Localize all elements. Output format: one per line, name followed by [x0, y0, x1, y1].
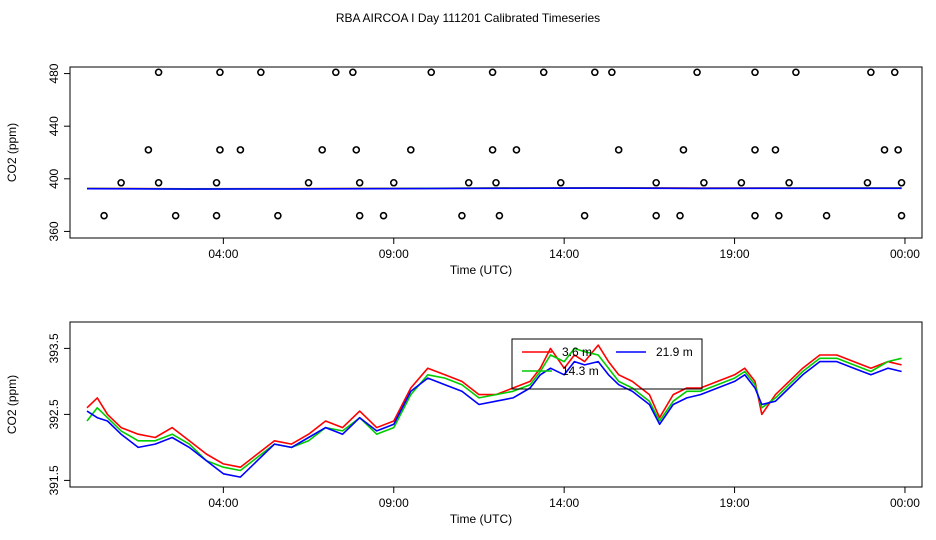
x-axis-label: Time (UTC) — [450, 263, 512, 277]
legend-label: 3.6 m — [562, 345, 592, 359]
plot-frame — [69, 66, 923, 239]
data-point — [580, 211, 589, 220]
data-point — [822, 211, 831, 220]
series-line-3-6-m — [86, 344, 902, 468]
legend-box — [511, 338, 703, 390]
data-point — [154, 68, 163, 77]
data-point — [751, 146, 759, 154]
data-point — [212, 211, 221, 220]
y-tick-label: 392.5 — [47, 399, 61, 429]
data-point — [751, 68, 759, 77]
data-point — [556, 178, 565, 187]
x-tick-label: 19:00 — [720, 496, 750, 510]
data-point — [737, 178, 746, 187]
data-point — [144, 146, 153, 154]
data-point — [154, 178, 163, 187]
data-point — [700, 178, 708, 187]
y-tick-label: 391.5 — [47, 465, 61, 495]
data-point — [406, 146, 415, 154]
data-point — [216, 146, 224, 154]
x-tick-label: 14:00 — [549, 247, 579, 261]
data-point — [379, 211, 388, 220]
data-point — [212, 178, 221, 187]
data-point — [897, 178, 906, 187]
series-line-2 — [86, 187, 902, 190]
data-point — [792, 68, 800, 77]
data-point — [676, 211, 684, 220]
x-tick-label: 04:00 — [208, 247, 238, 261]
legend-label: 21.9 m — [656, 345, 693, 359]
x-tick-label: 14:00 — [549, 496, 579, 510]
data-point — [171, 211, 180, 220]
data-point — [488, 146, 497, 154]
lower-timeseries-panel: 04:00 09:00 14:00 19:00 00:00 Time (UTC) 391.5… — [5, 321, 923, 526]
data-point — [775, 211, 783, 220]
y-axis-label: CO2 (ppm) — [5, 123, 19, 182]
data-point — [355, 211, 364, 220]
x-axis-label: Time (UTC) — [450, 512, 512, 526]
figure-title: RBA AIRCOA I Day 111201 Calibrated Times… — [336, 11, 600, 25]
y-tick-label: 440 — [47, 116, 61, 136]
x-tick-label: 00:00 — [890, 247, 920, 261]
data-point — [771, 146, 780, 154]
data-point — [867, 68, 875, 77]
data-point — [216, 68, 224, 77]
data-point — [693, 68, 701, 77]
data-point — [464, 178, 473, 187]
data-point — [539, 68, 548, 77]
x-tick-label: 19:00 — [720, 247, 750, 261]
data-point — [614, 146, 623, 154]
data-point — [679, 146, 688, 154]
data-point — [274, 211, 282, 220]
data-point — [894, 146, 902, 154]
data-point — [458, 211, 466, 220]
data-point — [495, 211, 504, 220]
y-tick-label: 393.5 — [47, 333, 61, 363]
y-tick-label: 360 — [47, 221, 61, 241]
data-point — [332, 68, 340, 77]
legend-label: 14.3 m — [562, 364, 599, 378]
data-point — [355, 178, 364, 187]
data-point — [349, 68, 357, 77]
upper-timeseries-panel: 04:00 09:00 14:00 19:00 00:00 Time (UTC) 360 40… — [5, 63, 923, 277]
x-tick-label: 04:00 — [208, 496, 238, 510]
data-point — [117, 178, 125, 187]
data-point — [890, 68, 899, 77]
data-point — [488, 68, 497, 77]
series-line-14-3-m — [86, 347, 902, 472]
data-point — [389, 178, 398, 187]
data-point — [785, 178, 793, 187]
data-point — [352, 146, 361, 154]
data-point — [236, 146, 245, 154]
data-point — [304, 178, 313, 187]
data-point — [880, 146, 889, 154]
y-tick-label: 400 — [47, 168, 61, 188]
data-point — [100, 211, 108, 220]
data-point — [591, 68, 599, 77]
data-point — [257, 68, 265, 77]
data-point — [863, 178, 872, 187]
y-tick-label: 480 — [47, 63, 61, 83]
data-point — [427, 68, 436, 77]
data-point — [492, 178, 500, 187]
data-point — [512, 146, 521, 154]
plot-frame — [69, 321, 923, 488]
data-point — [652, 211, 660, 220]
data-point — [608, 68, 616, 77]
data-point — [652, 178, 660, 187]
x-tick-label: 09:00 — [379, 496, 409, 510]
y-axis-label: CO2 (ppm) — [5, 375, 19, 434]
data-point — [318, 146, 326, 154]
data-point — [751, 211, 759, 220]
x-tick-label: 09:00 — [379, 247, 409, 261]
x-tick-label: 00:00 — [890, 496, 920, 510]
data-point — [897, 211, 906, 220]
series-line-21-9-m — [86, 360, 902, 478]
